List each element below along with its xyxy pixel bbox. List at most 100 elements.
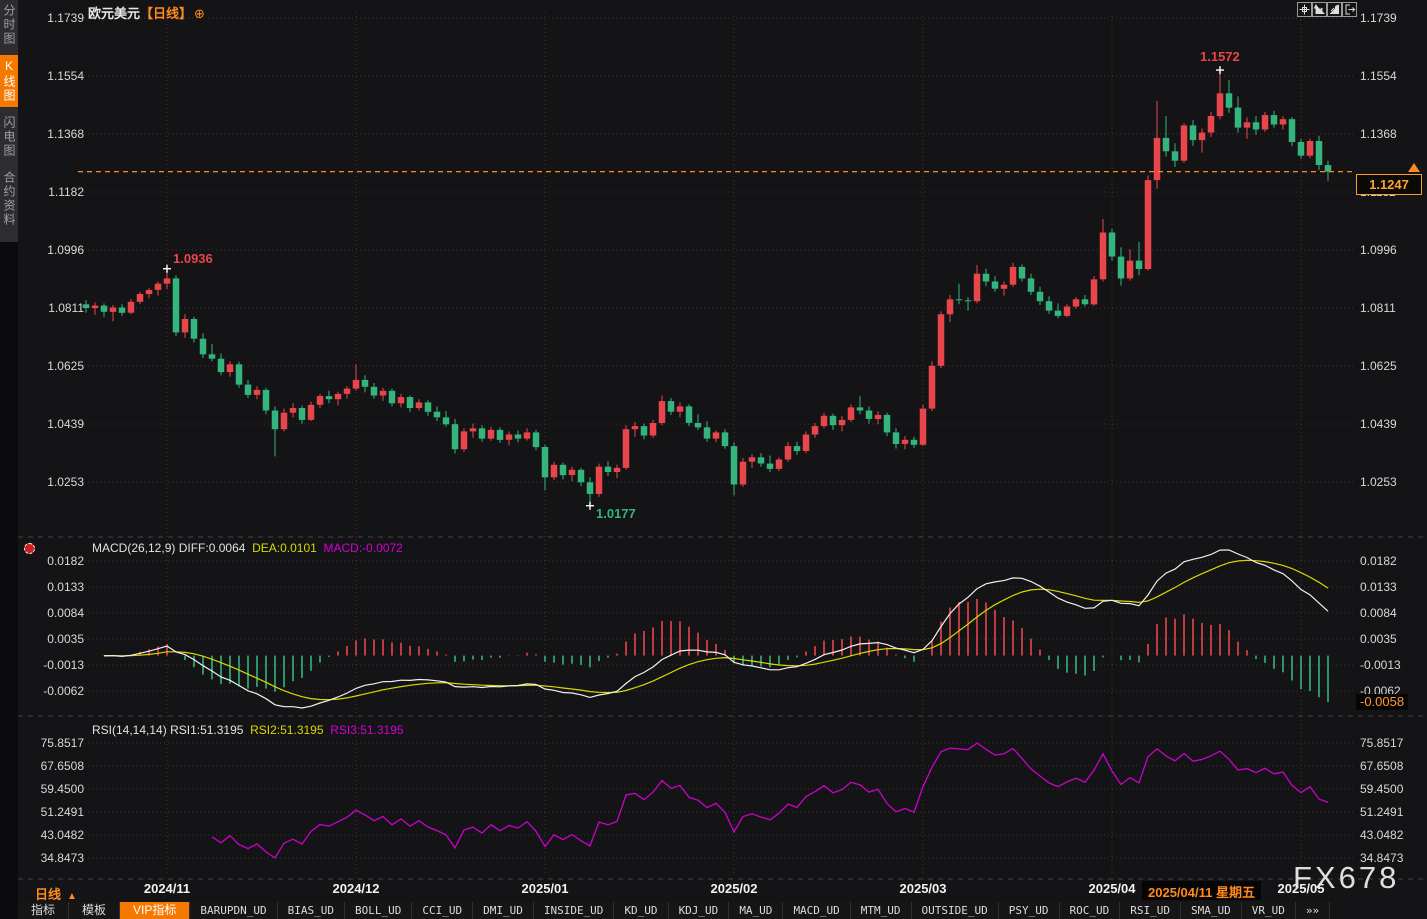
indicator-toolbar: 指标 模板 VIP指标 BARUPDN_UD BIAS_UD BOLL_UD CCI_UD D…: [18, 902, 1331, 919]
period-selector-label: 日线: [35, 887, 62, 902]
macd-header: MACD(26,12,9) DIFF:0.0064 DEA:0.0101 MAC…: [92, 541, 403, 555]
current-price-badge: 1.1247: [1356, 174, 1422, 195]
macd-diff-value: DIFF:0.0064: [178, 541, 246, 555]
macd-dea-value: DEA:0.0101: [252, 541, 317, 555]
add-symbol-icon[interactable]: ⊕: [194, 6, 205, 21]
rsi2-value: RSI2:51.3195: [250, 723, 324, 737]
price-axis-tick: 1.1739: [47, 11, 84, 25]
toolbar-more-button[interactable]: »»: [1295, 902, 1331, 919]
macd-axis-tick: 0.0133: [1360, 580, 1397, 594]
rsi-axis-tick: 75.8517: [40, 736, 84, 750]
price-axis-tick: 1.1554: [47, 69, 84, 83]
rsi-name: RSI(14,14,14): [92, 723, 167, 737]
toolbar-item-roc_ud[interactable]: ROC_UD: [1059, 902, 1121, 919]
price-axis-tick: 1.0253: [1360, 475, 1397, 489]
time-axis-month-label: 2025/03: [899, 881, 947, 896]
axis-left-icon[interactable]: [1312, 2, 1327, 17]
time-axis-month-label: 2025/01: [521, 881, 569, 896]
toolbar-item-macd_ud[interactable]: MACD_UD: [783, 902, 851, 919]
sidebar-item-kline-chart[interactable]: K线图: [0, 55, 18, 107]
toolbar-item-模板[interactable]: 模板: [69, 902, 121, 919]
macd-name: MACD(26,12,9): [92, 541, 176, 555]
toolbar-item-kdj_ud[interactable]: KDJ_UD: [668, 902, 730, 919]
toolbar-item-boll_ud[interactable]: BOLL_UD: [344, 902, 413, 919]
price-axis-tick: 1.1368: [47, 127, 84, 141]
toolbar-item-cci_ud[interactable]: CCI_UD: [412, 902, 474, 919]
macd-axis-tick: 0.0084: [47, 606, 84, 620]
macd-hist-value: MACD:-0.0072: [323, 541, 403, 555]
rsi3-value: RSI3:51.3195: [330, 723, 404, 737]
price-axis-tick: 1.1368: [1360, 127, 1397, 141]
toolbar-item-outside_ud[interactable]: OUTSIDE_UD: [911, 902, 999, 919]
price-axis-tick: 1.0439: [1360, 417, 1397, 431]
macd-current-value-badge: -0.0058: [1356, 694, 1409, 710]
chart-type-sidebar: 分时图 K线图闪电图合约资料: [0, 0, 18, 919]
price-axis-tick: 1.0625: [47, 359, 84, 373]
price-axis-tick: 1.0253: [47, 475, 84, 489]
macd-axis-tick: 0.0133: [47, 580, 84, 594]
period-selector[interactable]: 日线 ▲: [35, 884, 77, 903]
symbol-title: 欧元美元: [88, 6, 141, 21]
toolbar-item-bias_ud[interactable]: BIAS_UD: [277, 902, 345, 919]
macd-axis-tick: 0.0035: [1360, 632, 1397, 646]
indicator-marker-icon[interactable]: [24, 543, 35, 554]
rsi-axis-tick: 75.8517: [1360, 736, 1404, 750]
price-axis-tick: 1.0996: [47, 243, 84, 257]
low-price-label: 1.0177: [596, 506, 636, 521]
period-tag: 【日线】: [140, 6, 193, 21]
macd-axis-tick: -0.0062: [43, 684, 84, 698]
rsi-axis-tick: 59.4500: [40, 782, 84, 796]
macd-axis-tick: -0.0013: [1360, 658, 1401, 672]
toolbar-item-vip指标[interactable]: VIP指标: [120, 902, 191, 919]
time-axis-month-label: 2024/12: [332, 881, 380, 896]
toolbar-item-dmi_ud[interactable]: DMI_UD: [473, 902, 534, 919]
current-price-arrow-icon: [1408, 163, 1420, 172]
macd-axis-tick: 0.0035: [47, 632, 84, 646]
toolbar-item-指标[interactable]: 指标: [18, 902, 70, 919]
triangle-up-icon: ▲: [67, 891, 77, 902]
macd-axis-tick: 0.0182: [47, 554, 84, 568]
toolbar-item-kd_ud[interactable]: KD_UD: [614, 902, 669, 919]
sidebar-item-time-chart[interactable]: 分时图: [2, 4, 16, 46]
price-axis-tick: 1.0625: [1360, 359, 1397, 373]
toolbar-item-psy_ud[interactable]: PSY_UD: [998, 902, 1060, 919]
toolbar-item-rsi_ud[interactable]: RSI_UD: [1120, 902, 1182, 919]
price-axis-tick: 1.1554: [1360, 69, 1397, 83]
time-axis-month-label: 2025/05: [1277, 881, 1325, 896]
toolbar-item-mtm_ud[interactable]: MTM_UD: [850, 902, 912, 919]
rsi-axis-tick: 34.8473: [40, 851, 84, 865]
macd-axis-tick: 0.0182: [1360, 554, 1397, 568]
price-axis-tick: 1.1182: [48, 185, 84, 199]
price-axis-tick: 1.0439: [47, 417, 84, 431]
rsi-header: RSI(14,14,14) RSI1:51.3195 RSI2:51.3195 …: [92, 723, 404, 737]
price-axis-tick: 1.0811: [1360, 301, 1396, 315]
macd-axis-tick: 0.0084: [1360, 606, 1397, 620]
rsi-axis-tick: 67.6508: [40, 759, 84, 773]
rsi1-value: RSI1:51.3195: [170, 723, 244, 737]
toolbar-item-inside_ud[interactable]: INSIDE_UD: [533, 902, 615, 919]
watermark: FX678: [1293, 860, 1400, 895]
price-axis-tick: 1.1739: [1360, 11, 1397, 25]
crosshair-date-tooltip: 2025/04/11 星期五: [1142, 881, 1261, 900]
rsi-axis-tick: 43.0482: [40, 828, 84, 842]
time-axis-month-label: 2025/02: [710, 881, 758, 896]
axis-right-icon[interactable]: [1327, 2, 1342, 17]
toolbar-item-ma_ud[interactable]: MA_UD: [729, 902, 784, 919]
rsi-axis-tick: 34.8473: [1360, 851, 1404, 865]
exit-chart-icon[interactable]: [1342, 2, 1357, 17]
sidebar-item-contract-info[interactable]: 合约资料: [2, 171, 16, 227]
toolbar-item-vr_ud[interactable]: VR_UD: [1241, 902, 1296, 919]
period-high-price-label: 1.1572: [1200, 49, 1240, 64]
rsi-axis-tick: 59.4500: [1360, 782, 1404, 796]
toolbar-item-sma_ud[interactable]: SMA_UD: [1181, 902, 1242, 919]
price-axis-tick: 1.0811: [48, 301, 84, 315]
rsi-axis-tick: 43.0482: [1360, 828, 1404, 842]
high-price-label: 1.0936: [173, 251, 213, 266]
macd-axis-tick: -0.0013: [43, 658, 84, 672]
pan-icon[interactable]: [1297, 2, 1312, 17]
toolbar-item-barupdn_ud[interactable]: BARUPDN_UD: [190, 902, 278, 919]
symbol-header: 欧元美元【日线】 ⊕: [88, 3, 205, 22]
sidebar-item-flash-chart[interactable]: 闪电图: [2, 116, 16, 158]
